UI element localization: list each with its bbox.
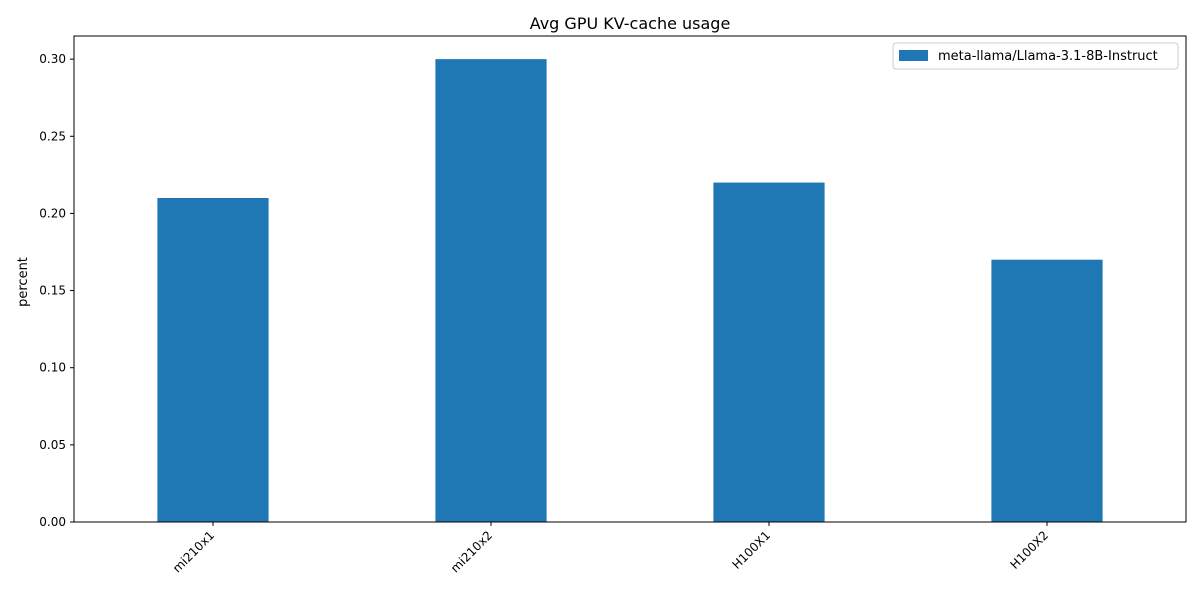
x-tick-label: mi210x1: [170, 528, 217, 575]
y-tick-label: 0.25: [39, 129, 66, 143]
legend-box: [892, 42, 1179, 70]
x-axis: mi210x1 mi210x2 H100X1 H100X2: [170, 522, 1051, 575]
y-tick-label: 0.05: [39, 438, 66, 452]
bars-group: [157, 59, 1103, 523]
y-axis-label: percent: [16, 257, 31, 307]
y-tick-label: 0.20: [39, 206, 66, 220]
plot-frame: [73, 35, 1187, 523]
y-axis: 0.00 0.05 0.10 0.15 0.20 0.25 0.30: [39, 52, 74, 529]
bar-mi210x2: [435, 59, 547, 523]
x-tick-label: H100X1: [729, 528, 773, 572]
y-tick-label: 0.00: [39, 515, 66, 529]
legend-swatch: [899, 50, 928, 61]
y-tick-label: 0.10: [39, 361, 66, 375]
chart-title: Avg GPU KV-cache usage: [530, 14, 731, 33]
bar-mi210x1: [157, 198, 269, 522]
bar-H100X2: [991, 259, 1103, 522]
legend: meta-llama/Llama-3.1-8B-Instruct: [892, 42, 1179, 70]
y-tick-label: 0.30: [39, 52, 66, 66]
legend-label: meta-llama/Llama-3.1-8B-Instruct: [938, 49, 1158, 64]
x-tick-label: H100X2: [1007, 528, 1051, 572]
y-tick-label: 0.15: [39, 284, 66, 298]
bar-H100X1: [713, 182, 825, 523]
x-tick-label: mi210x2: [448, 528, 495, 575]
